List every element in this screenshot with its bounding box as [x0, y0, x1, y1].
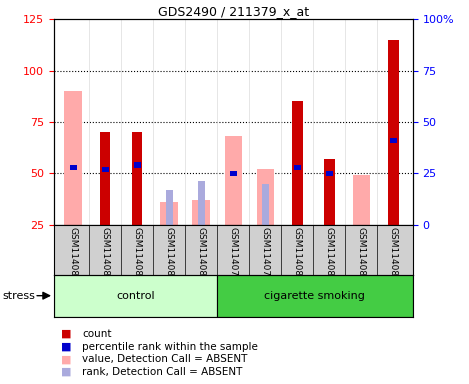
Text: GSM114079: GSM114079: [261, 227, 270, 282]
Bar: [225, 136, 242, 225]
Text: count: count: [82, 329, 112, 339]
Bar: [217, 275, 413, 317]
Text: GSM114084: GSM114084: [68, 227, 78, 282]
Bar: [160, 202, 178, 225]
Bar: [100, 132, 110, 225]
Bar: [132, 132, 143, 225]
Bar: [192, 200, 210, 225]
Bar: [102, 167, 109, 172]
Text: GSM114086: GSM114086: [133, 227, 142, 282]
Bar: [134, 162, 141, 168]
Text: stress: stress: [2, 291, 35, 301]
Text: rank, Detection Call = ABSENT: rank, Detection Call = ABSENT: [82, 367, 242, 377]
Text: control: control: [116, 291, 155, 301]
Text: GSM114088: GSM114088: [197, 227, 206, 282]
Bar: [64, 91, 82, 225]
Bar: [262, 184, 269, 225]
Text: ■: ■: [61, 342, 71, 352]
Bar: [324, 159, 334, 225]
Bar: [390, 138, 397, 143]
Bar: [166, 190, 173, 225]
Text: percentile rank within the sample: percentile rank within the sample: [82, 342, 258, 352]
Text: GSM114087: GSM114087: [165, 227, 174, 282]
Text: GSM114080: GSM114080: [293, 227, 302, 282]
Title: GDS2490 / 211379_x_at: GDS2490 / 211379_x_at: [158, 5, 309, 18]
Bar: [230, 171, 237, 176]
Bar: [326, 171, 333, 176]
Bar: [69, 165, 76, 170]
Bar: [257, 169, 274, 225]
Text: ■: ■: [61, 329, 71, 339]
Text: value, Detection Call = ABSENT: value, Detection Call = ABSENT: [82, 354, 248, 364]
Text: ■: ■: [61, 367, 71, 377]
Text: cigarette smoking: cigarette smoking: [265, 291, 365, 301]
Bar: [292, 101, 303, 225]
Text: GSM114078: GSM114078: [229, 227, 238, 282]
Text: GSM114081: GSM114081: [325, 227, 334, 282]
Bar: [388, 40, 399, 225]
Text: GSM114083: GSM114083: [389, 227, 398, 282]
Bar: [54, 275, 217, 317]
Bar: [198, 182, 205, 225]
Bar: [294, 165, 301, 170]
Text: GSM114082: GSM114082: [357, 227, 366, 282]
Bar: [353, 175, 370, 225]
Text: ■: ■: [61, 354, 71, 364]
Text: GSM114085: GSM114085: [101, 227, 110, 282]
